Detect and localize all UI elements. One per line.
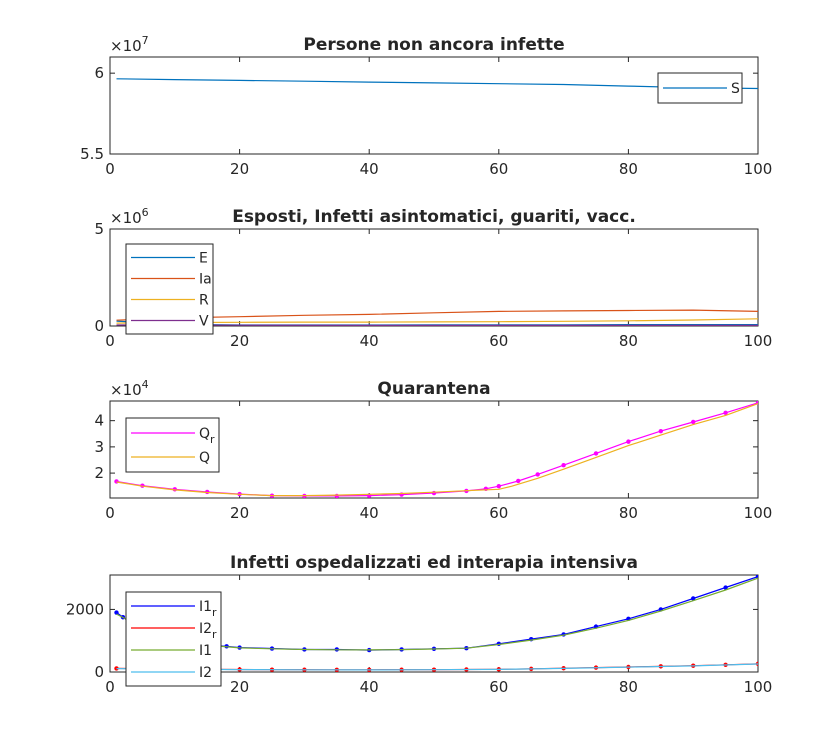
legend-label-R: R — [199, 293, 209, 309]
y-tick-label: 3 — [94, 438, 104, 456]
data-point-Q_r — [593, 451, 599, 456]
series-group — [114, 401, 758, 498]
legend-label-I1_r: I1r — [199, 599, 217, 619]
series-group — [116, 78, 758, 90]
y-tick-label: 2 — [94, 464, 104, 482]
data-point-Q_r — [114, 479, 119, 484]
data-point-Q_r — [658, 428, 663, 434]
x-tick-label: 20 — [230, 160, 249, 178]
y-exponent-label: ×106 — [110, 206, 149, 227]
legend: E Ia RV — [125, 243, 214, 335]
x-tick-label: 80 — [619, 504, 638, 522]
x-tick-label: 40 — [360, 332, 379, 350]
data-point-Q_r — [626, 439, 631, 444]
legend-box — [125, 243, 214, 335]
chart-panel-4: Infetti ospedalizzati ed interapia inten… — [66, 553, 773, 696]
legend: I1r I2r I1 I2 — [125, 591, 222, 687]
x-tick-label: 100 — [744, 504, 773, 522]
series-group — [116, 309, 758, 326]
legend-label-Q: Q — [199, 450, 210, 466]
legend-label-Q_r: Qr — [199, 426, 215, 446]
chart-panel-2: Esposti, Infetti asintomatici, guariti, … — [94, 206, 772, 350]
axes-box — [109, 56, 759, 155]
chart-panel-3: Quarantena 0 20 40 60 80 100 2 3 4 ×104 Qr Q — [94, 378, 772, 522]
x-tick-label: 100 — [744, 160, 773, 178]
data-point-Q_r — [691, 419, 696, 425]
y-tick-label: 5.5 — [80, 145, 104, 163]
data-point-Q_r — [516, 478, 521, 484]
y-tick-label: 5 — [94, 220, 104, 238]
y-tick-label: 2000 — [66, 600, 104, 618]
chart-panel-1: Persone non ancora infette 0 20 40 60 80 100 5.… — [80, 34, 772, 178]
legend-label-E: E — [199, 251, 208, 267]
x-tick-label: 0 — [105, 504, 115, 522]
legend-label-I1: I1 — [199, 643, 212, 659]
legend-box — [125, 591, 222, 687]
chart-title: Persone non ancora infette — [303, 35, 564, 55]
x-tick-label: 100 — [744, 332, 773, 350]
chart-title: Esposti, Infetti asintomatici, guariti, … — [232, 207, 636, 227]
x-tick-label: 0 — [105, 678, 115, 696]
x-tick-label: 40 — [360, 678, 379, 696]
x-tick-label: 0 — [105, 160, 115, 178]
x-tick-label: 20 — [230, 504, 249, 522]
y-exponent-label: ×104 — [110, 378, 149, 399]
legend-label-I2: I2 — [199, 665, 212, 681]
x-tick-label: 80 — [619, 678, 638, 696]
legend-box — [125, 417, 220, 473]
x-tick-label: 60 — [489, 332, 508, 350]
series-line-Q — [116, 403, 758, 497]
series-line-S — [116, 78, 758, 90]
legend-label-I2_r: I2r — [199, 621, 217, 641]
data-point-I1_r — [723, 585, 728, 590]
legend-label-Ia: Ia — [199, 272, 212, 288]
chart-title: Infetti ospedalizzati ed interapia inten… — [230, 553, 638, 573]
x-tick-label: 40 — [360, 160, 379, 178]
y-exponent-label: ×107 — [110, 34, 149, 55]
data-point-Q_r — [561, 463, 566, 468]
data-point-Q_r — [334, 493, 339, 498]
y-tick-label: 4 — [94, 412, 104, 430]
x-tick-label: 0 — [105, 332, 115, 350]
legend: Qr Q — [125, 417, 220, 473]
data-point-I1_r — [691, 596, 696, 601]
x-tick-label: 60 — [489, 504, 508, 522]
x-tick-label: 80 — [619, 160, 638, 178]
y-tick-label: 0 — [94, 317, 104, 335]
y-tick-label: 6 — [94, 64, 104, 82]
series-line-R — [116, 318, 758, 324]
x-tick-label: 40 — [360, 504, 379, 522]
x-tick-label: 60 — [489, 160, 508, 178]
legend: S — [657, 72, 743, 104]
y-tick-label: 0 — [94, 663, 104, 681]
data-point-I1_r — [114, 610, 119, 615]
data-point-Q_r — [535, 472, 540, 477]
chart-title: Quarantena — [377, 379, 490, 399]
legend-label-V: V — [199, 314, 209, 330]
x-tick-label: 80 — [619, 332, 638, 350]
legend-label-S: S — [731, 81, 740, 97]
x-tick-label: 20 — [230, 678, 249, 696]
data-point-Q_r — [431, 490, 437, 496]
data-point-Q_r — [723, 410, 728, 415]
x-tick-label: 100 — [744, 678, 773, 696]
x-tick-label: 20 — [230, 332, 249, 350]
data-point-Q_r — [496, 484, 501, 489]
x-tick-label: 60 — [489, 678, 508, 696]
data-point-I2_r — [114, 666, 119, 671]
series-line-Ia — [116, 309, 758, 321]
